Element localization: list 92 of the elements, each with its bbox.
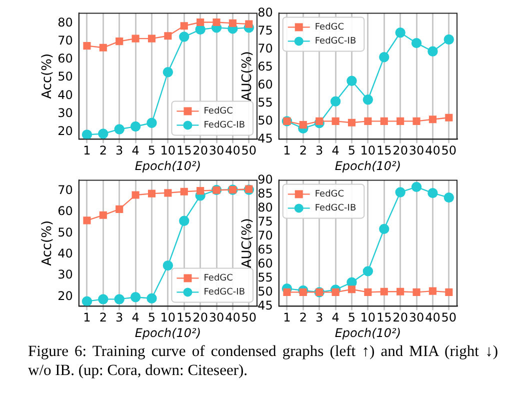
y-tick-label: 40 <box>58 246 73 260</box>
x-tick-label: 40 <box>225 144 240 158</box>
x-tick-label: 1 <box>283 310 291 325</box>
x-tick-label: 20 <box>392 310 408 325</box>
x-axis-title: Epoch(10²) <box>334 158 402 173</box>
x-tick-label: 1 <box>283 144 291 158</box>
x-tick-label: 15 <box>176 144 192 158</box>
x-tick-label: 4 <box>332 310 340 325</box>
x-tick-label: 50 <box>241 310 257 325</box>
x-tick-label: 5 <box>148 310 156 325</box>
y-tick-label: 80 <box>258 200 273 214</box>
y-tick-label: 50 <box>258 113 273 128</box>
legend-label: FedGC-IB <box>204 120 246 131</box>
y-axis-title: Acc(%) <box>40 220 56 266</box>
legend-label: FedGC-IB <box>204 288 246 298</box>
y-tick-label: 55 <box>258 270 273 284</box>
legend-label: FedGC <box>314 190 344 200</box>
legend-label: FedGC <box>204 274 233 284</box>
caption: Figure 6: Training curve of condensed graphs (left ↑) and MIA (right ↓) w/o IB. (up: Cora, down: Citeseer). <box>28 342 498 380</box>
x-tick-label: 10 <box>360 144 376 158</box>
x-tick-label: 20 <box>192 310 208 325</box>
x-tick-label: 40 <box>225 310 240 325</box>
y-tick-label: 75 <box>258 23 273 38</box>
legend-label: FedGC-IB <box>314 204 356 214</box>
x-tick-label: 3 <box>316 310 324 325</box>
y-tick-label: 60 <box>258 77 273 92</box>
y-tick-label: 40 <box>58 88 73 102</box>
x-tick-label: 15 <box>176 310 192 325</box>
x-tick-label: 10 <box>160 310 176 325</box>
x-tick-label: 4 <box>132 310 140 325</box>
y-tick-label: 65 <box>258 59 273 74</box>
x-tick-label: 5 <box>148 144 156 158</box>
x-tick-label: 2 <box>99 144 107 158</box>
legend-label: FedGC-IB <box>314 36 356 47</box>
y-tick-label: 65 <box>258 242 273 256</box>
y-tick-label: 30 <box>58 106 73 120</box>
x-tick-label: 2 <box>99 310 107 325</box>
y-tick-label: 70 <box>258 228 273 242</box>
x-tick-label: 2 <box>299 310 307 325</box>
y-axis-title: AUC(%) <box>240 51 256 102</box>
y-tick-label: 75 <box>258 214 273 228</box>
y-tick-label: 60 <box>258 256 273 270</box>
legend-label: FedGC <box>204 106 233 117</box>
y-tick-label: 80 <box>58 15 73 30</box>
x-axis-title: Epoch(10²) <box>134 326 202 340</box>
y-tick-label: 50 <box>58 225 73 240</box>
y-tick-label: 20 <box>58 124 73 138</box>
x-tick-label: 4 <box>132 144 140 158</box>
y-tick-label: 60 <box>58 52 73 66</box>
x-tick-label: 30 <box>408 310 424 325</box>
x-tick-label: 15 <box>376 310 392 325</box>
y-tick-label: 45 <box>258 131 273 146</box>
x-tick-label: 50 <box>441 310 457 325</box>
x-axis-title: Epoch(10²) <box>134 158 202 173</box>
x-tick-label: 1 <box>83 310 91 325</box>
x-tick-label: 20 <box>192 144 208 158</box>
x-tick-label: 5 <box>348 144 356 158</box>
x-tick-label: 30 <box>208 310 224 325</box>
x-axis-title: Epoch(10²) <box>334 326 402 340</box>
x-tick-label: 40 <box>425 310 440 325</box>
y-tick-label: 60 <box>58 204 73 218</box>
y-axis-title: AUC(%) <box>240 218 256 268</box>
y-tick-label: 70 <box>58 33 73 48</box>
y-axis-title: Acc(%) <box>40 53 56 99</box>
x-tick-label: 3 <box>116 310 124 325</box>
y-tick-label: 80 <box>258 5 273 20</box>
x-tick-label: 40 <box>425 144 440 158</box>
x-tick-label: 5 <box>348 310 356 325</box>
y-tick-label: 90 <box>258 172 273 186</box>
y-tick-label: 85 <box>258 186 273 200</box>
y-tick-label: 70 <box>58 182 73 197</box>
x-tick-label: 10 <box>160 144 176 158</box>
x-tick-label: 30 <box>408 144 424 158</box>
legend-label: FedGC <box>314 22 344 33</box>
y-tick-label: 50 <box>58 70 73 84</box>
y-tick-label: 70 <box>258 41 273 56</box>
y-tick-label: 30 <box>58 268 73 282</box>
x-tick-label: 10 <box>360 310 376 325</box>
x-tick-label: 3 <box>316 144 324 158</box>
x-tick-label: 50 <box>241 144 257 158</box>
y-tick-label: 20 <box>58 288 73 303</box>
x-tick-label: 2 <box>299 144 307 158</box>
y-tick-label: 45 <box>258 298 273 312</box>
x-tick-label: 15 <box>376 144 392 158</box>
x-tick-label: 4 <box>332 144 340 158</box>
x-tick-label: 1 <box>83 144 91 158</box>
x-tick-label: 30 <box>208 144 224 158</box>
x-tick-label: 20 <box>392 144 408 158</box>
x-tick-label: 3 <box>116 144 124 158</box>
y-tick-label: 55 <box>258 95 273 110</box>
x-tick-label: 50 <box>441 144 457 158</box>
y-tick-label: 50 <box>258 284 273 298</box>
